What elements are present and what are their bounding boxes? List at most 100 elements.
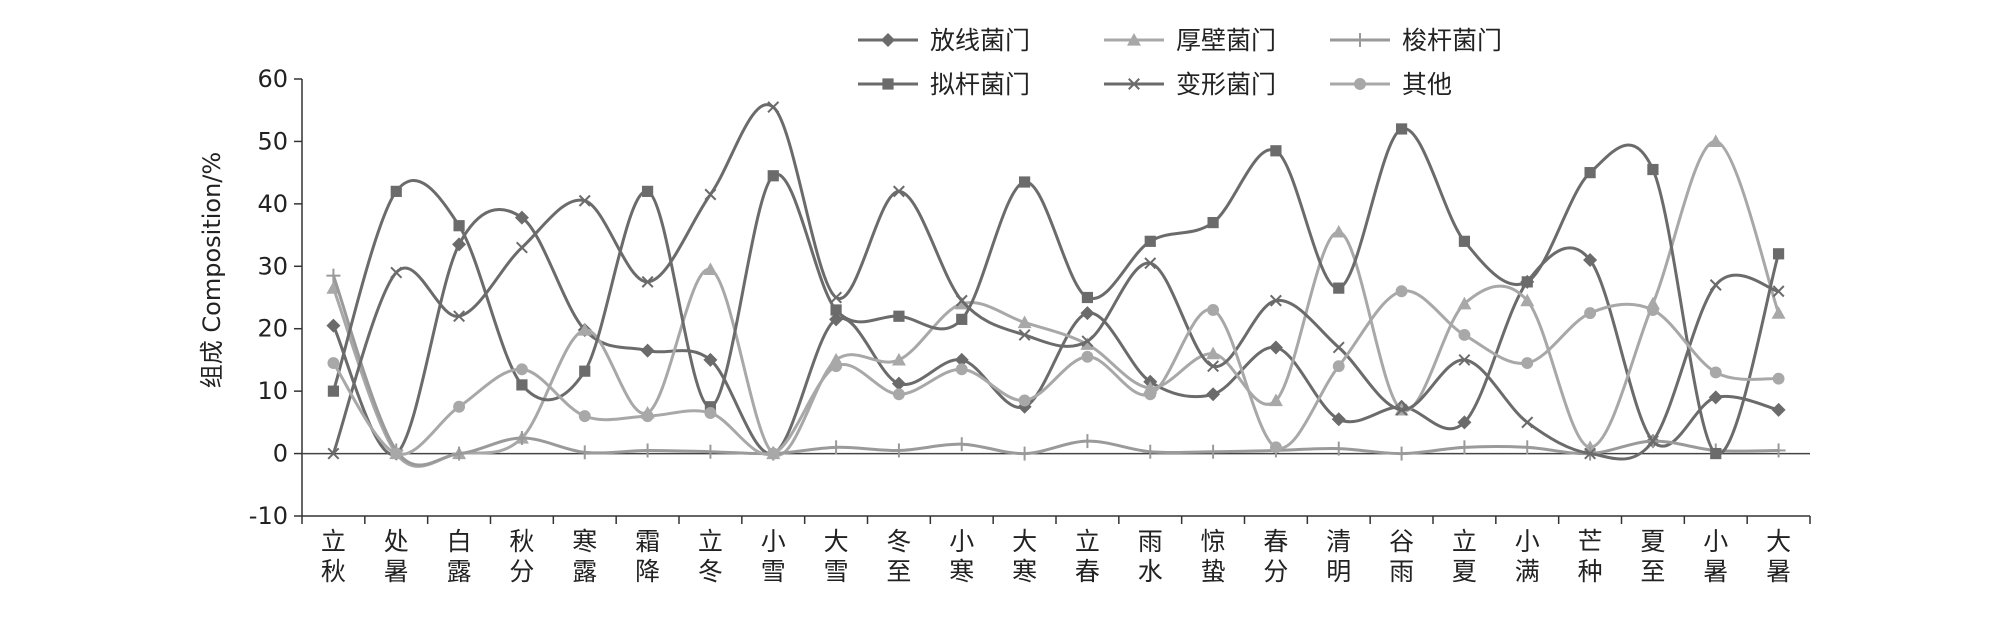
data-point — [955, 363, 968, 376]
data-point — [1331, 441, 1346, 456]
data-point — [641, 410, 654, 423]
data-point — [1080, 337, 1095, 350]
y-tick-label: 30 — [257, 252, 288, 280]
data-point — [704, 407, 717, 419]
data-point — [390, 185, 402, 197]
data-point — [1521, 276, 1533, 288]
data-point — [452, 446, 467, 461]
data-point — [956, 313, 968, 325]
data-point — [955, 294, 968, 307]
data-point — [1520, 440, 1535, 455]
data-point — [1395, 285, 1408, 298]
series-line — [332, 275, 1779, 467]
data-point — [1771, 306, 1786, 319]
data-point — [640, 343, 655, 358]
legend-item: 厚壁菌门 — [1104, 26, 1276, 55]
data-point — [1206, 444, 1221, 459]
x-tick-label: 霜降 — [635, 527, 660, 586]
x-tick-label: 小满 — [1515, 527, 1540, 586]
data-point — [767, 101, 780, 114]
x-tick-label: 立秋 — [321, 527, 346, 586]
data-point — [1018, 329, 1031, 341]
x-tick-label: 处暑 — [384, 527, 409, 586]
data-point — [514, 430, 529, 445]
legend-marker — [881, 33, 895, 47]
data-point — [1708, 390, 1723, 405]
x-tick-label: 雨水 — [1138, 527, 1163, 586]
x-tick-label: 春分 — [1263, 527, 1288, 586]
data-point — [1647, 163, 1659, 176]
data-point — [1144, 235, 1156, 247]
y-tick-label: 10 — [257, 377, 288, 405]
legend-item: 拟杆菌门 — [858, 70, 1030, 99]
data-point — [641, 185, 654, 197]
y-tick-label: 50 — [257, 127, 288, 155]
data-point — [892, 185, 905, 198]
legend-label: 变形菌门 — [1176, 70, 1276, 99]
data-point — [641, 275, 654, 288]
legend-item: 变形菌门 — [1104, 70, 1276, 99]
x-tick-label: 大雪 — [824, 527, 849, 586]
data-point — [704, 188, 717, 201]
data-point — [1018, 394, 1031, 407]
data-point — [1017, 315, 1032, 329]
legend-marker — [1354, 78, 1366, 90]
data-point — [579, 365, 591, 377]
data-point — [954, 437, 969, 452]
data-point — [830, 291, 843, 304]
series-line — [332, 139, 1780, 468]
data-point — [1144, 388, 1157, 401]
legend-label: 放线菌门 — [930, 26, 1030, 55]
data-point — [1710, 447, 1722, 460]
data-point — [1331, 412, 1346, 427]
data-point — [829, 312, 844, 327]
data-point — [1143, 444, 1158, 459]
legend-item: 梭杆菌门 — [1330, 26, 1502, 55]
data-point — [1081, 350, 1094, 363]
data-point — [1081, 291, 1094, 304]
x-tick-label: 惊蛰 — [1201, 527, 1226, 586]
data-point — [514, 210, 529, 225]
data-point — [578, 410, 591, 423]
data-point — [1207, 216, 1219, 229]
x-tick-label: 大寒 — [1012, 527, 1037, 586]
data-point — [891, 352, 906, 366]
series-line — [331, 103, 1779, 461]
data-point — [1458, 235, 1471, 247]
legend-label: 其他 — [1402, 70, 1452, 99]
data-point — [1772, 285, 1785, 298]
data-point — [1331, 224, 1346, 238]
data-point — [1207, 360, 1220, 373]
series-layer — [326, 101, 1786, 468]
x-tick-label: 寒露 — [572, 527, 597, 586]
data-point — [891, 376, 906, 391]
data-point — [1206, 387, 1221, 402]
y-axis-label: 组成 Composition/% — [198, 152, 226, 388]
data-point — [704, 401, 717, 413]
axes: -10 0 10 20 30 40 50 60 立秋处暑白露秋分寒露霜降立冬小雪大雪冬至小寒大寒… — [249, 65, 1811, 586]
x-tick-label: 小雪 — [761, 527, 786, 586]
legend-item: 放线菌门 — [858, 26, 1030, 55]
data-point — [1017, 446, 1032, 461]
data-point — [1206, 346, 1221, 360]
data-point — [1457, 296, 1472, 310]
data-point — [1646, 435, 1659, 448]
y-tick-label: -10 — [249, 502, 288, 530]
x-tick-label: 立夏 — [1452, 527, 1477, 586]
data-point — [1458, 329, 1471, 341]
data-point — [1080, 306, 1095, 321]
data-point — [1708, 134, 1723, 148]
data-point — [453, 310, 466, 323]
data-point — [954, 352, 969, 367]
data-point — [830, 304, 842, 316]
data-point — [1268, 393, 1283, 407]
data-point — [640, 443, 655, 458]
data-point — [1521, 416, 1534, 429]
data-point — [1269, 441, 1282, 454]
data-point — [1080, 434, 1095, 449]
x-tick-label: 芒种 — [1578, 527, 1603, 586]
series-5 — [327, 101, 1785, 461]
data-point — [703, 262, 718, 276]
